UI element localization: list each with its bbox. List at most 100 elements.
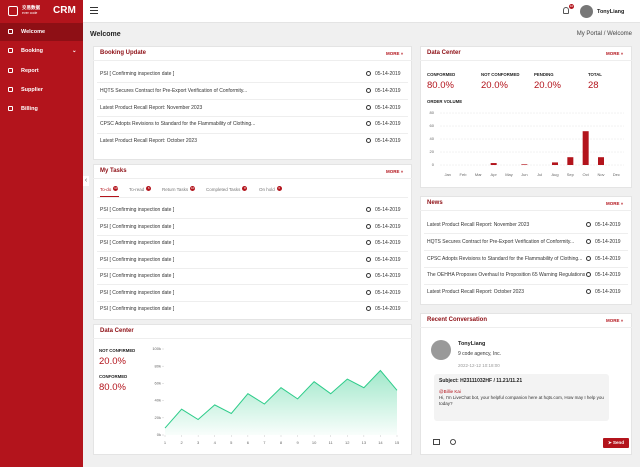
logo-icon — [8, 6, 18, 16]
menu-label[interactable]: Supplier — [21, 87, 44, 93]
row-divider — [97, 284, 408, 286]
task-tab[interactable]: To-read — [129, 187, 145, 192]
x-tick-label: May — [505, 172, 513, 177]
clock-icon — [366, 121, 371, 127]
more-link[interactable]: MORE » — [386, 51, 404, 56]
stat-value: 20.0% — [534, 80, 561, 91]
list-item[interactable]: CPSC Adopts Revisions to Standard for th… — [100, 121, 256, 128]
message-mention: @Billie Kai — [439, 389, 461, 394]
list-item[interactable]: PSI [ Confirming inspection date ] — [100, 240, 175, 246]
list-item[interactable]: PSI [ Confirming inspection date ] — [100, 256, 175, 263]
clock-icon — [366, 104, 371, 110]
item-date: 05-14-2019 — [375, 138, 401, 145]
top-bar: 10 TonyLiang — [83, 0, 640, 23]
send-label[interactable]: Send — [613, 440, 625, 445]
list-item[interactable]: Latest Product Recall Report: October 20… — [100, 138, 197, 145]
more-link[interactable]: MORE » — [606, 51, 624, 56]
panel-title: My Tasks — [100, 168, 127, 174]
x-tick-label: Apr — [491, 172, 498, 177]
item-date: 05-14-2019 — [375, 104, 401, 111]
chart-title: ORDER VOLUME — [427, 99, 462, 104]
task-tab[interactable]: Return Tasks — [162, 187, 189, 192]
row-divider — [424, 283, 628, 285]
message-subject: Subject: H23111032HF / 11.21/11.21 — [439, 378, 523, 384]
collapse-handle[interactable]: ‹ — [83, 176, 89, 186]
list-item[interactable]: HQTS Secures Contract for Pre-Export Ver… — [427, 238, 575, 245]
x-tick-label: 5 — [230, 440, 233, 445]
item-date: 05-14-2019 — [375, 121, 401, 128]
x-tick-label: 10 — [312, 440, 317, 445]
menu-label[interactable]: Billing — [21, 106, 38, 112]
list-item[interactable]: The OEHHA Proposes Overhaul to Propositi… — [427, 272, 586, 279]
list-item[interactable]: CPSC Adopts Revisions to Standard for th… — [427, 255, 583, 262]
task-tab[interactable]: On hold — [259, 187, 275, 192]
menu-item[interactable]: Supplier — [0, 81, 83, 99]
menu-label[interactable]: Welcome — [21, 29, 46, 35]
breadcrumb-link[interactable]: My Portal — [576, 31, 603, 37]
bell-icon[interactable] — [563, 7, 569, 14]
row-divider — [97, 267, 408, 269]
line — [164, 369, 398, 429]
clock-icon — [366, 256, 371, 262]
row-divider — [97, 132, 408, 134]
list-item[interactable]: PSI [ Confirming inspection date ] — [100, 289, 175, 296]
header-divider — [420, 327, 632, 328]
stat-value: 20.0% — [99, 356, 126, 367]
avatar[interactable] — [580, 5, 593, 18]
item-date: 05-14-2019 — [375, 71, 401, 77]
list-item[interactable]: Latest Product Recall Report: November 2… — [427, 222, 530, 228]
stat-value: 80.0% — [427, 80, 454, 91]
panel-title: Data Center — [100, 328, 134, 334]
clock-icon — [366, 138, 371, 144]
tab-badge: 10 — [190, 186, 196, 191]
clock-icon — [366, 273, 371, 278]
list-item[interactable]: PSI [ Confirming inspection date ] — [100, 306, 175, 312]
list-item[interactable]: PSI [ Confirming inspection date ] — [100, 223, 175, 230]
y-tick-label: 40k — [155, 398, 161, 403]
item-date: 05-14-2019 — [375, 207, 401, 213]
panel-title: Data Center — [427, 50, 461, 56]
menu-icon — [8, 48, 13, 53]
menu-item[interactable]: Booking ⌄ — [0, 42, 83, 60]
menu-item[interactable]: Billing — [0, 100, 83, 118]
item-date: 05-14-2019 — [375, 289, 401, 296]
list-item[interactable]: PSI [ Confirming inspection date ] — [100, 273, 175, 279]
more-link[interactable]: MORE » — [606, 318, 624, 323]
contact-name: TonyLiang — [458, 341, 486, 347]
breadcrumb: My Portal / Welcome — [577, 31, 632, 37]
send-button[interactable]: ➤ Send — [603, 438, 629, 448]
menu-item[interactable]: Welcome — [0, 23, 83, 41]
clock-icon — [586, 255, 591, 261]
row-divider — [97, 234, 408, 236]
clock-icon — [366, 87, 371, 93]
y-tick-label: 40 — [430, 136, 435, 141]
more-link[interactable]: MORE » — [386, 169, 404, 174]
menu-label[interactable]: Report — [21, 68, 39, 74]
task-tab[interactable]: To-do — [100, 187, 112, 192]
list-item[interactable]: Latest Product Recall Report: November 2… — [100, 104, 203, 111]
task-tab[interactable]: Completed Tasks — [206, 187, 241, 192]
row-divider — [424, 233, 628, 235]
menu-item[interactable]: Report — [0, 62, 83, 80]
list-item[interactable]: HQTS Secures Contract for Pre-Export Ver… — [100, 87, 248, 94]
message-time: 2022-12-12 10:18:00 — [458, 363, 500, 368]
x-tick-label: 13 — [362, 440, 367, 445]
my-tasks-panel — [93, 164, 412, 320]
conversation-panel: ➤ Send — [420, 313, 632, 455]
list-item[interactable]: PSI [ Confirming inspection date ] — [100, 207, 175, 213]
user-name[interactable]: TonyLiang — [597, 9, 625, 15]
list-item[interactable]: Latest Product Recall Report: October 20… — [427, 289, 524, 296]
list-item[interactable]: PSI [ Confirming inspection date ] — [100, 71, 175, 77]
data-center-panel — [420, 46, 632, 188]
area — [165, 370, 397, 435]
image-icon[interactable] — [433, 439, 440, 445]
bar — [582, 131, 589, 165]
more-link[interactable]: MORE » — [606, 201, 624, 206]
menu-label[interactable]: Booking — [21, 48, 43, 54]
menu-toggle[interactable] — [90, 7, 98, 14]
stat-label: TOTAL — [588, 72, 602, 77]
item-date: 05-14-2019 — [595, 238, 621, 245]
y-tick-label: 80 — [430, 110, 435, 115]
